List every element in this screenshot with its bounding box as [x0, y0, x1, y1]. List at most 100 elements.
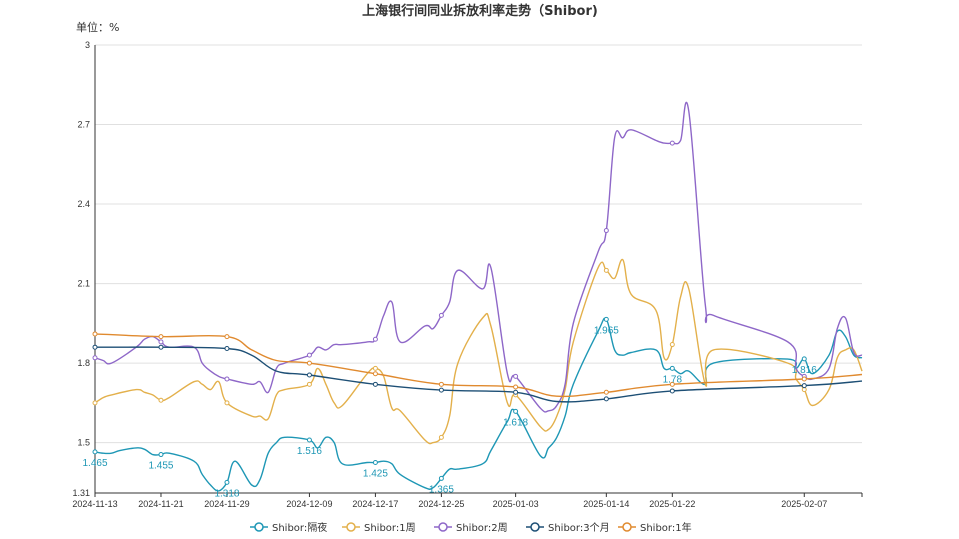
x-tick-label: 2025-01-14	[583, 499, 629, 509]
legend[interactable]: Shibor:隔夜 Shibor:1周 Shibor:2周 Shibor:3个月 Shi…	[250, 521, 692, 534]
data-markers	[92, 140, 807, 485]
data-point-marker	[306, 372, 312, 378]
legend-marker-swatch	[346, 522, 356, 532]
chart-title: 上海银行间同业拆放利率走势（Shibor)	[362, 3, 598, 19]
data-point-marker	[603, 389, 609, 395]
data-labels: 1.465 1.455 1.318 1.516 1.425 1.365 1.618 1.965…	[82, 325, 817, 499]
data-label: 1.425	[363, 469, 388, 480]
data-point-marker	[438, 381, 444, 387]
x-tick-label: 2024-11-21	[138, 499, 183, 509]
data-label: 1.318	[214, 488, 239, 499]
y-tick-label: 2.1	[77, 279, 90, 289]
series-line	[94, 333, 863, 398]
grid-lines	[95, 44, 862, 444]
legend-marker-swatch	[622, 522, 632, 532]
data-point-marker	[801, 387, 807, 393]
data-point-marker	[669, 381, 675, 387]
series-line	[94, 346, 863, 403]
series-line	[94, 317, 863, 492]
data-label: 1.455	[148, 461, 173, 472]
legend-marker-swatch	[438, 522, 448, 532]
x-tick-label: 2025-01-03	[493, 499, 539, 509]
data-point-marker	[513, 389, 519, 395]
legend-item[interactable]: Shibor:隔夜	[250, 521, 327, 534]
data-point-marker	[438, 434, 444, 440]
data-point-marker	[372, 365, 378, 371]
data-point-marker	[224, 400, 230, 406]
unit-label: 单位：%	[76, 20, 119, 34]
y-tick-label: 1.31	[72, 488, 90, 498]
data-point-marker	[224, 376, 230, 382]
legend-label: Shibor:1年	[640, 521, 692, 534]
data-point-marker	[801, 356, 807, 362]
legend-item[interactable]: Shibor:3个月	[526, 522, 610, 534]
data-point-marker	[669, 388, 675, 394]
data-point-marker	[92, 400, 98, 406]
data-point-marker	[513, 373, 519, 379]
data-label: 1.965	[594, 325, 619, 336]
data-point-marker	[372, 381, 378, 387]
legend-item[interactable]: Shibor:1周	[342, 522, 416, 534]
y-tick-label: 3	[85, 40, 90, 50]
y-tick-label: 1.5	[77, 438, 90, 448]
data-label: 1.618	[503, 417, 528, 428]
x-tick-label: 2025-01-22	[649, 499, 695, 509]
data-point-marker	[513, 408, 519, 414]
data-point-marker	[438, 312, 444, 318]
x-tick-label: 2024-12-25	[418, 499, 464, 509]
data-label: 1.465	[82, 458, 107, 469]
data-point-marker	[306, 381, 312, 387]
data-point-marker	[92, 344, 98, 350]
series-line	[94, 258, 863, 445]
data-label: 1.516	[297, 446, 322, 457]
data-point-marker	[372, 336, 378, 342]
data-point-marker	[603, 267, 609, 273]
data-point-marker	[306, 360, 312, 366]
x-tick-label: 2024-12-17	[352, 499, 398, 509]
legend-label: Shibor:3个月	[548, 522, 610, 534]
data-point-marker	[372, 460, 378, 466]
legend-label: Shibor:2周	[456, 522, 508, 534]
data-point-marker	[158, 339, 164, 345]
data-point-marker	[158, 452, 164, 458]
y-tick-label: 2.7	[77, 120, 90, 130]
data-point-marker	[669, 365, 675, 371]
data-point-marker	[224, 346, 230, 352]
data-point-marker	[438, 387, 444, 393]
data-point-marker	[669, 140, 675, 146]
data-point-marker	[92, 449, 98, 455]
data-point-marker	[92, 331, 98, 337]
data-point-marker	[372, 371, 378, 377]
data-label: 1.365	[429, 484, 454, 495]
legend-label: Shibor:1周	[364, 522, 416, 534]
data-point-marker	[158, 344, 164, 350]
legend-marker-swatch	[530, 522, 540, 532]
data-point-marker	[224, 479, 230, 485]
data-point-marker	[306, 437, 312, 443]
data-point-marker	[603, 316, 609, 322]
data-point-marker	[92, 355, 98, 361]
legend-item[interactable]: Shibor:2周	[434, 522, 508, 534]
legend-item[interactable]: Shibor:1年	[618, 521, 692, 534]
x-tick-label: 2024-12-09	[286, 499, 332, 509]
y-tick-label: 2.4	[77, 199, 90, 209]
data-point-marker	[801, 376, 807, 382]
data-point-marker	[801, 383, 807, 389]
data-point-marker	[158, 397, 164, 403]
data-label: 1.816	[792, 365, 817, 376]
data-point-marker	[603, 396, 609, 402]
data-point-marker	[224, 334, 230, 340]
x-tick-label: 2024-11-29	[204, 499, 249, 509]
data-label: 1.78	[663, 374, 683, 385]
series-lines	[94, 101, 863, 492]
axes: 1.31 1.5 1.8 2.1 2.4 2.7 3 2024-11-13 2024-11-21…	[72, 40, 863, 509]
series-line	[94, 101, 863, 413]
data-point-marker	[603, 228, 609, 234]
data-point-marker	[158, 334, 164, 340]
legend-marker-swatch	[254, 522, 264, 532]
data-point-marker	[306, 352, 312, 358]
x-tick-label: 2025-02-07	[781, 499, 827, 509]
data-point-marker	[438, 475, 444, 481]
